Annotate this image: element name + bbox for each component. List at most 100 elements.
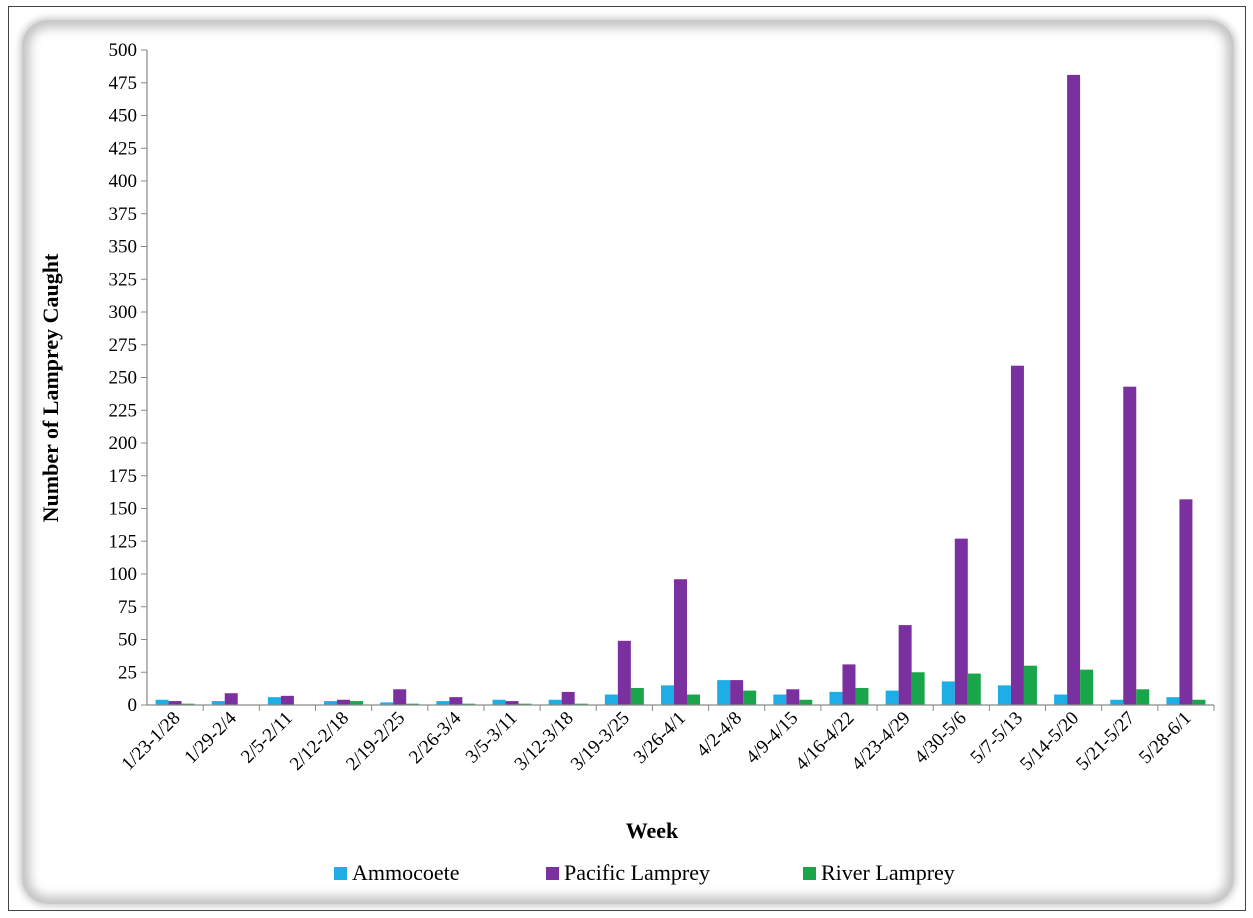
y-tick-label: 375 [109,204,138,225]
legend-swatch [803,867,816,880]
legend-swatch [334,867,347,880]
bar-pacific-lamprey [505,701,519,705]
x-tick-label: 4/23-4/29 [848,708,915,775]
y-tick-label: 50 [118,630,137,651]
legend-swatch [546,867,559,880]
bar-river-lamprey [462,703,476,705]
bar-ammocoete [717,680,731,705]
bar-pacific-lamprey [224,693,238,705]
bar-ammocoete [267,697,281,705]
bar-river-lamprey [1136,689,1150,705]
bar-ammocoete [380,702,394,705]
bar-pacific-lamprey [561,691,575,705]
y-tick-label: 250 [109,368,138,389]
bar-pacific-lamprey [337,699,351,705]
bar-river-lamprey [799,699,813,705]
bar-pacific-lamprey [168,701,182,705]
bar-pacific-lamprey [954,538,968,705]
y-tick-label: 400 [109,171,138,192]
y-tick-label: 0 [128,695,138,716]
bar-ammocoete [155,699,169,705]
y-tick-label: 300 [109,302,138,323]
legend-label: Ammocoete [352,860,460,885]
bar-pacific-lamprey [898,625,912,705]
y-tick-label: 500 [109,40,138,61]
y-tick-label: 350 [109,237,138,258]
y-tick-label: 275 [109,335,138,356]
legend-label: River Lamprey [821,860,955,885]
bar-river-lamprey [518,703,532,705]
bar-ammocoete [997,685,1011,705]
bar-river-lamprey [350,701,364,705]
y-tick-label: 150 [109,499,138,520]
legend-label: Pacific Lamprey [564,860,710,885]
x-tick-label: 5/28-6/1 [1135,708,1195,768]
x-tick-label: 3/12-3/18 [511,708,578,775]
bar-river-lamprey [1080,669,1094,705]
bar-river-lamprey [574,703,588,705]
bar-river-lamprey [743,690,757,705]
bar-ammocoete [829,691,843,705]
y-tick-label: 175 [109,466,138,487]
bar-river-lamprey [1192,699,1206,705]
x-tick-label: 5/21-5/27 [1072,708,1139,775]
x-tick-label: 4/16-4/22 [791,708,858,775]
bar-ammocoete [1054,694,1068,705]
bar-ammocoete [1166,697,1180,705]
x-tick-label: 2/12-2/18 [286,708,353,775]
y-axis-title: Number of Lamprey Caught [38,253,63,522]
bar-pacific-lamprey [617,640,631,705]
bar-ammocoete [941,681,955,705]
y-axis: 0 25 50 75 100 125 150 175 200 225 250 275 300 325 350… [109,40,148,716]
bar-river-lamprey [1023,665,1037,705]
bar-river-lamprey [855,687,869,705]
bar-river-lamprey [181,703,195,705]
bar-pacific-lamprey [786,689,800,705]
x-tick-label: 4/2-4/8 [693,708,747,762]
x-axis-title: Week [626,818,679,843]
bar-ammocoete [1110,699,1124,705]
y-tick-label: 450 [109,106,138,127]
bar-river-lamprey [630,687,644,705]
x-tick-label: 1/29-2/4 [180,707,241,768]
bar-ammocoete [436,701,450,705]
bar-pacific-lamprey [1179,499,1193,705]
y-tick-label: 425 [109,138,138,159]
outer-border [8,6,1246,911]
bar-river-lamprey [687,694,700,705]
x-axis: 1/23-1/281/29-2/42/5-2/112/12-2/182/19-2… [118,704,1215,775]
y-tick-label: 75 [118,597,137,618]
x-tick-label: 2/26-3/4 [405,707,466,768]
x-tick-label: 3/26-4/1 [630,708,690,768]
plot-area [155,74,1206,705]
bar-river-lamprey [406,703,420,705]
bar-pacific-lamprey [1123,386,1137,705]
y-tick-label: 475 [109,73,138,94]
x-tick-label: 3/19-3/25 [567,708,634,775]
x-tick-label: 4/30-5/6 [910,708,970,768]
bar-ammocoete [548,699,562,705]
bar-pacific-lamprey [449,697,463,705]
bar-ammocoete [324,701,338,705]
bar-ammocoete [492,699,506,705]
bar-ammocoete [604,694,618,705]
y-tick-label: 125 [109,531,138,552]
bar-river-lamprey [911,672,925,705]
bar-ammocoete [773,694,787,705]
chart-frame [22,20,1234,904]
bar-pacific-lamprey [674,579,687,705]
bar-river-lamprey [967,673,981,705]
bar-pacific-lamprey [1067,74,1081,705]
y-tick-label: 225 [109,400,138,421]
y-tick-label: 200 [109,433,138,454]
bar-pacific-lamprey [393,689,407,705]
bar-pacific-lamprey [842,664,856,705]
x-tick-label: 5/14-5/20 [1016,708,1083,775]
y-tick-label: 325 [109,269,138,290]
y-tick-label: 100 [109,564,138,585]
bar-pacific-lamprey [730,680,744,705]
bar-pacific-lamprey [280,695,294,705]
bar-ammocoete [661,685,674,705]
